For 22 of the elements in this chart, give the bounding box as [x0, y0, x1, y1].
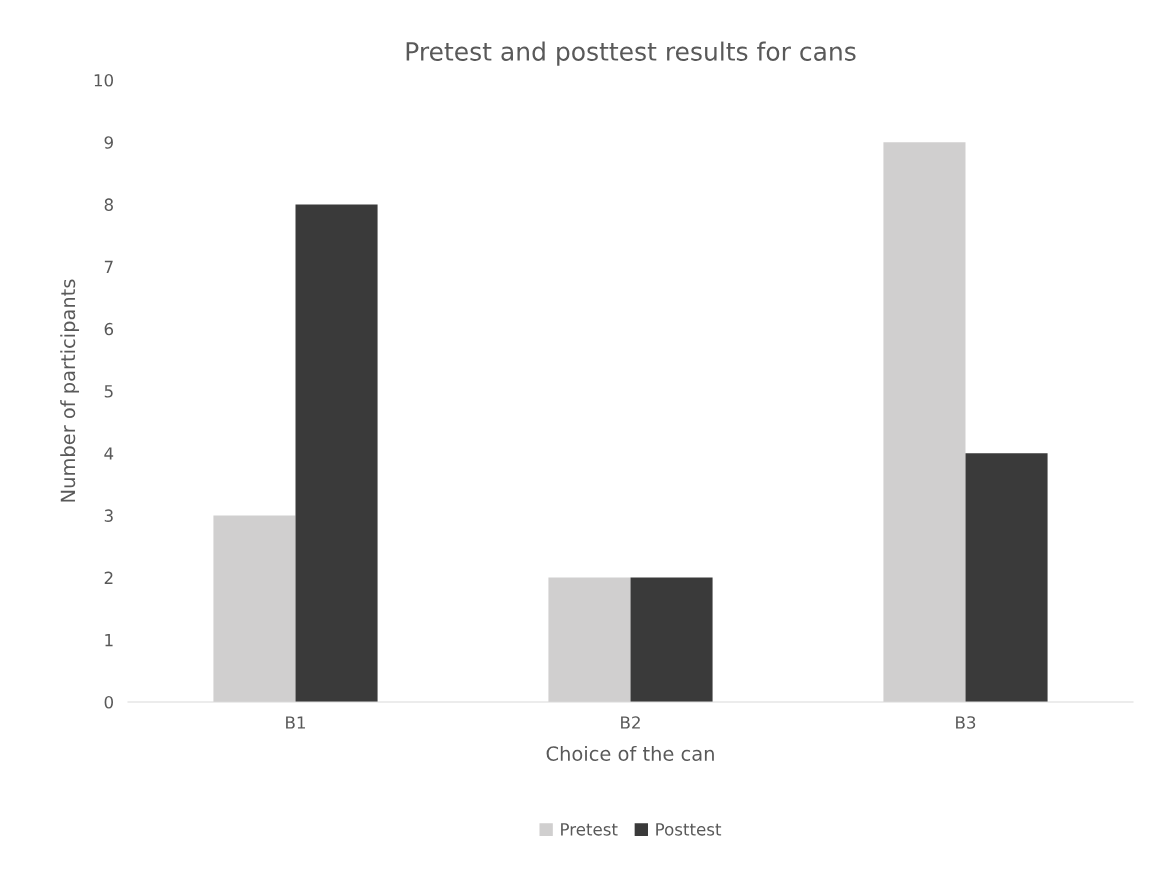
x-tick-label: B3 — [956, 716, 976, 729]
y-tick-label: 3 — [104, 509, 113, 522]
bar — [295, 204, 378, 702]
y-tick-label: 9 — [104, 136, 113, 149]
y-tick-label: 8 — [104, 198, 113, 211]
y-tick-label: 6 — [104, 322, 114, 336]
y-tick-label: 2 — [104, 571, 113, 584]
x-tick-label: B2 — [621, 716, 640, 729]
chart-title: Pretest and posttest results for cans — [406, 41, 856, 66]
bar — [630, 577, 713, 702]
legend-label: Pretest — [561, 823, 618, 836]
y-tick-label: 0 — [104, 695, 113, 709]
y-tick-label: 7 — [104, 260, 113, 273]
legend-label: Posttest — [656, 823, 722, 836]
y-tick-label: 4 — [104, 447, 114, 460]
y-tick-label: 1 — [105, 633, 113, 647]
x-axis-title: Choice of the can — [546, 745, 714, 761]
y-axis-title: Number of participants — [60, 279, 80, 502]
bar — [965, 453, 1048, 702]
y-tick-label: 10 — [94, 73, 113, 87]
y-tick-label: 5 — [104, 385, 113, 398]
x-tick-label: B1 — [286, 716, 305, 729]
